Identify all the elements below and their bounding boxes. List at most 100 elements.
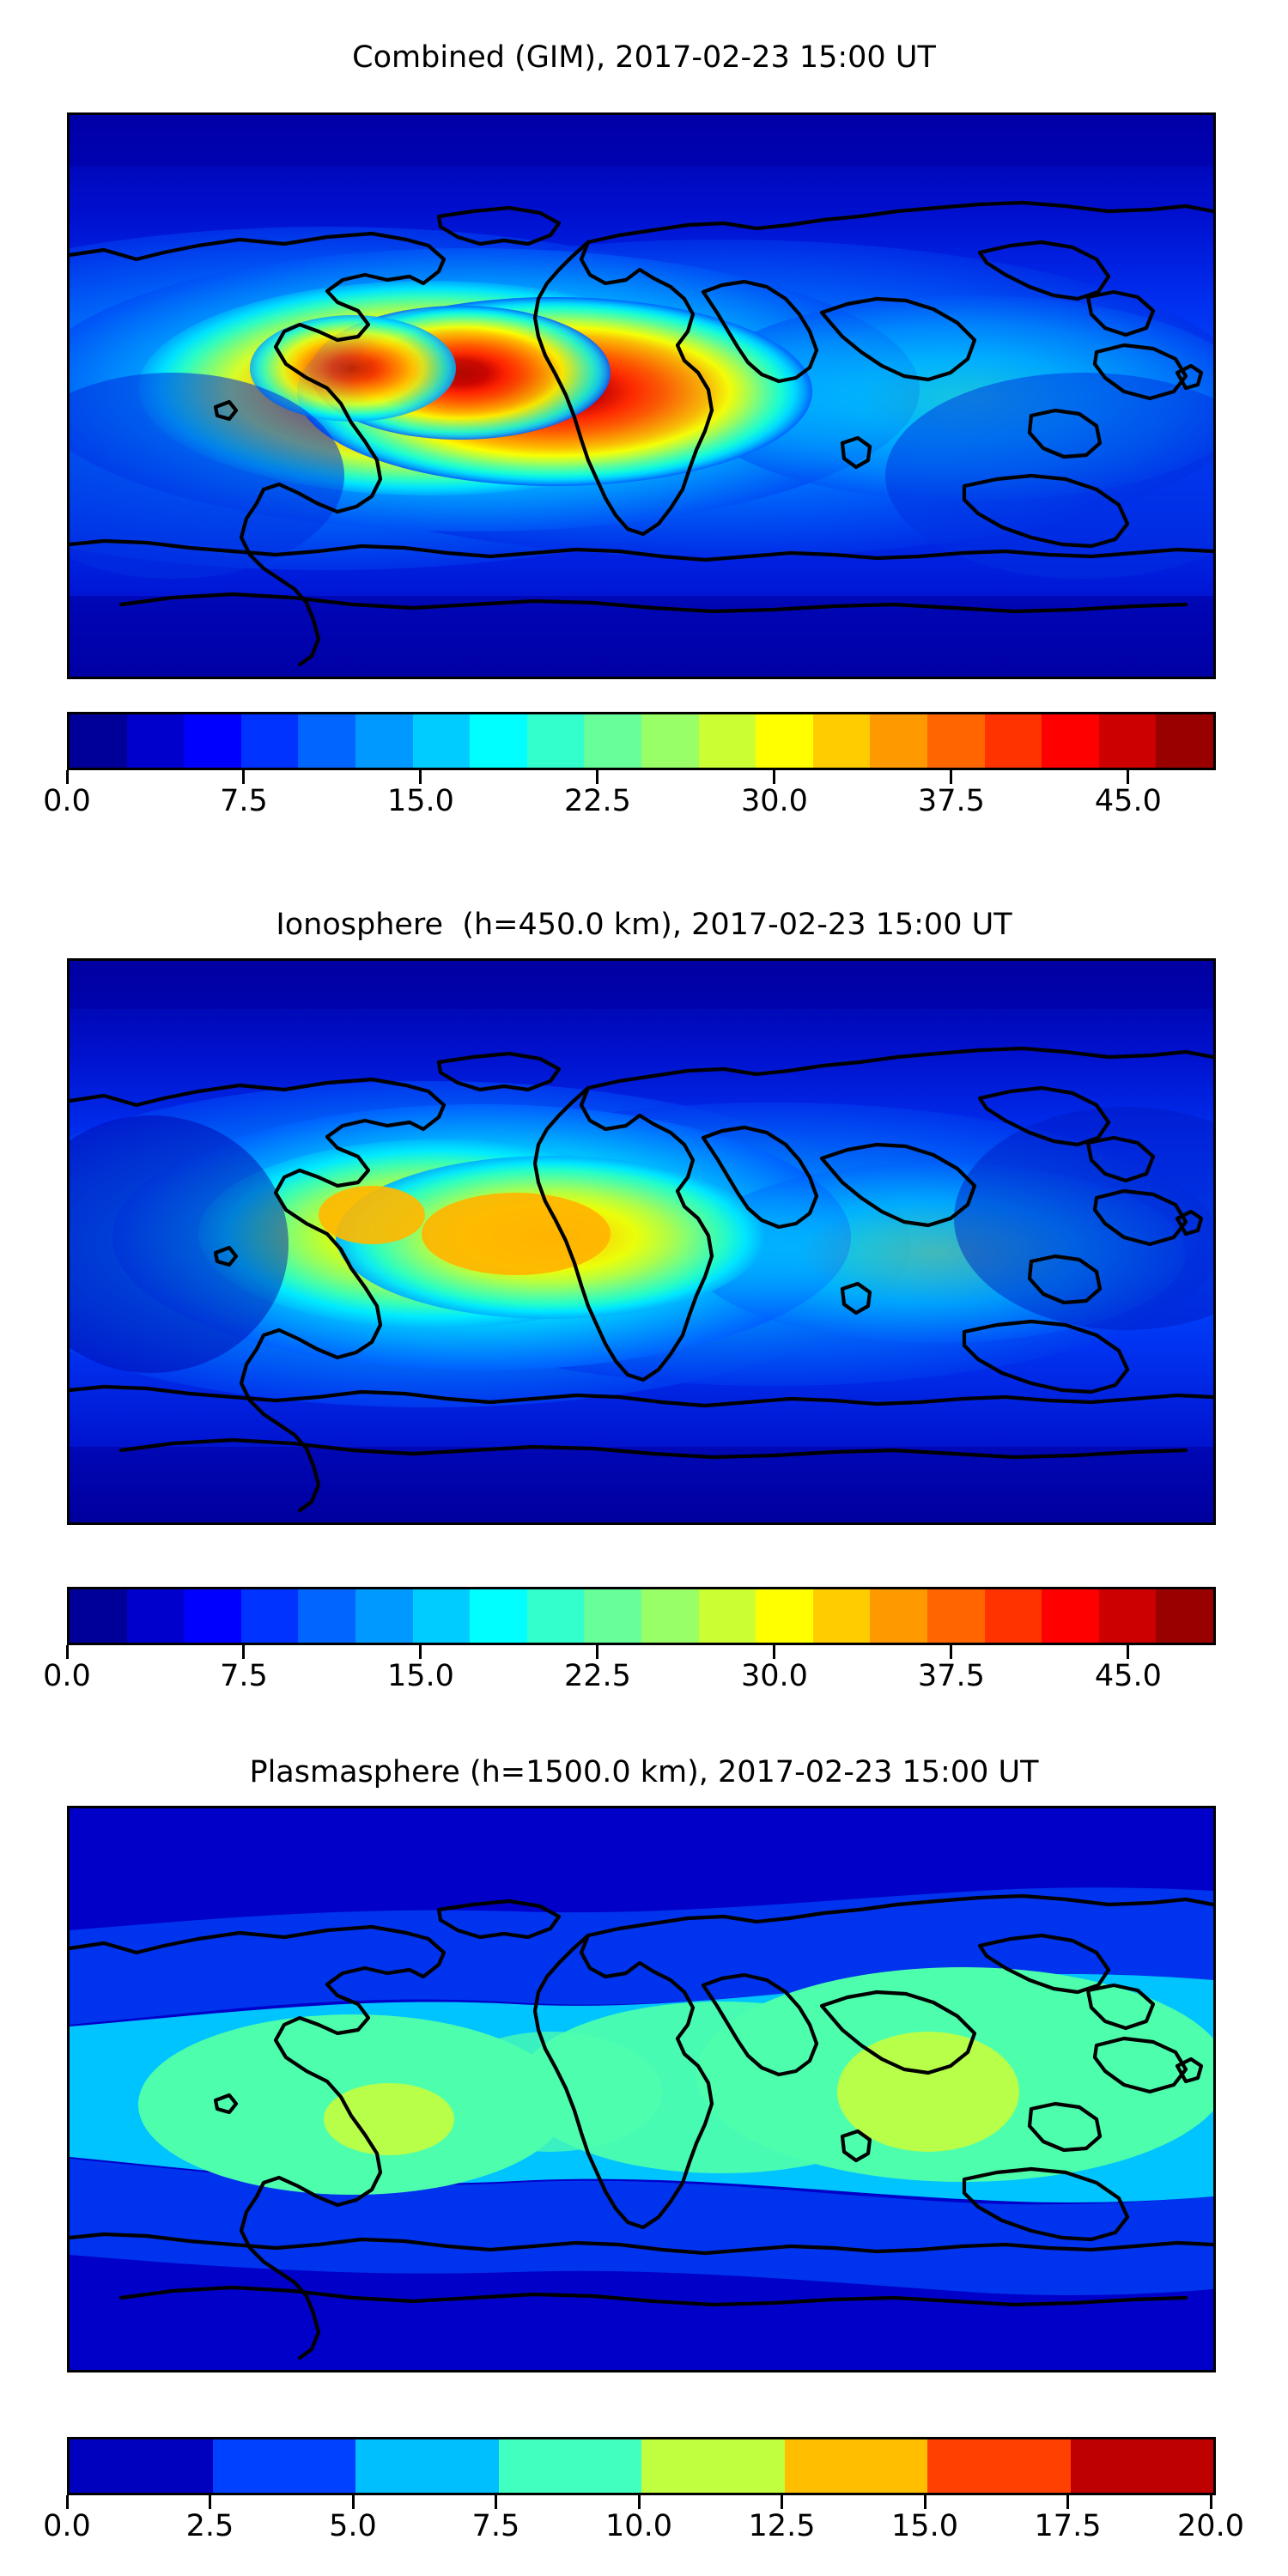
colorbar-tick xyxy=(419,770,422,784)
colorbar-segment xyxy=(1098,714,1157,768)
colorbar-segment xyxy=(1156,1589,1213,1643)
colorbar-segment xyxy=(641,1589,699,1643)
colorbar-tick-label: 15.0 xyxy=(891,2509,958,2543)
colorbar-tick xyxy=(65,770,69,784)
colorbar-tick xyxy=(950,1645,953,1659)
colorbar-tick xyxy=(419,1645,422,1659)
colorbar-segment xyxy=(870,1589,927,1643)
map-combined-gim xyxy=(67,112,1216,679)
colorbar-segment xyxy=(470,1589,527,1643)
colorbar-tick-label: 7.5 xyxy=(220,1659,268,1693)
colorbar-tick xyxy=(923,2495,927,2509)
colorbar-segment xyxy=(927,2439,1071,2493)
colorbar-tick xyxy=(209,2495,211,2509)
colorbar-segment xyxy=(298,1589,355,1643)
colorbar-segment xyxy=(870,714,927,768)
colorbar-tick xyxy=(495,2495,497,2509)
colorbar-tick-label: 15.0 xyxy=(386,1659,454,1693)
colorbar-segment xyxy=(756,1589,813,1643)
colorbar-ticks-plasmasphere xyxy=(64,2495,1213,2509)
colorbar-labels-plasmasphere: 0.0 2.5 5.0 7.5 10.0 12.5 15.0 17.5 20.0 xyxy=(43,2509,1244,2550)
colorbar-tick-label: 17.5 xyxy=(1034,2509,1102,2543)
map-svg-plasmasphere xyxy=(70,1808,1213,2370)
colorbar-strip-combined-gim xyxy=(67,712,1216,770)
colorbar-segment xyxy=(184,714,241,768)
colorbar-segment xyxy=(1042,1589,1099,1643)
colorbar-segment xyxy=(355,714,413,768)
colorbar-segment xyxy=(412,714,471,768)
colorbar-tick xyxy=(773,770,776,784)
colorbar-tick xyxy=(242,1645,246,1659)
colorbar-tick-label: 0.0 xyxy=(43,1659,91,1693)
colorbar-segment xyxy=(812,714,871,768)
colorbar-tick-label: 0.0 xyxy=(43,784,91,818)
colorbar-tick-label: 7.5 xyxy=(471,2509,520,2543)
colorbar-segment xyxy=(756,714,813,768)
colorbar-segment xyxy=(1042,714,1099,768)
colorbar-tick-label: 5.0 xyxy=(329,2509,377,2543)
colorbar-tick-label: 20.0 xyxy=(1177,2509,1244,2543)
colorbar-tick xyxy=(781,2495,783,2509)
colorbar-tick-label: 30.0 xyxy=(740,784,808,818)
colorbar-tick xyxy=(1209,2495,1212,2509)
colorbar-segment xyxy=(184,1589,241,1643)
colorbar-tick xyxy=(1127,770,1130,784)
colorbar-segment xyxy=(240,714,299,768)
colorbar-segment xyxy=(240,1589,299,1643)
colorbar-tick-label: 2.5 xyxy=(185,2509,234,2543)
colorbar-tick-label: 10.0 xyxy=(605,2509,672,2543)
colorbar-tick-label: 45.0 xyxy=(1094,784,1162,818)
colorbar-tick-label: 12.5 xyxy=(748,2509,816,2543)
colorbar-tick xyxy=(65,1645,69,1659)
colorbar-segment xyxy=(412,1589,471,1643)
colorbar-segment xyxy=(70,1589,127,1643)
colorbar-segment xyxy=(641,714,699,768)
panel-combined-gim: Combined (GIM), 2017-02-23 15:00 UT xyxy=(0,0,1288,859)
colorbar-tick xyxy=(351,2495,355,2509)
panel-title-combined-gim: Combined (GIM), 2017-02-23 15:00 UT xyxy=(352,40,936,75)
colorbar-segment xyxy=(355,1589,413,1643)
map-ionosphere xyxy=(67,958,1216,1525)
colorbar-segment xyxy=(584,1589,641,1643)
colorbar-tick-label: 37.5 xyxy=(917,784,985,818)
colorbar-segment xyxy=(126,1589,185,1643)
colorbar-segment xyxy=(927,714,985,768)
colorbar-segment xyxy=(641,2439,785,2493)
colorbar-tick xyxy=(1127,1645,1130,1659)
colorbar-plasmasphere: 0.0 2.5 5.0 7.5 10.0 12.5 15.0 17.5 20.0 xyxy=(43,2437,1244,2550)
colorbar-segment xyxy=(70,2439,213,2493)
map-svg-combined-gim xyxy=(70,115,1213,677)
colorbar-strip-ionosphere xyxy=(67,1587,1216,1645)
map-plasmasphere xyxy=(67,1806,1216,2372)
colorbar-segment xyxy=(126,714,185,768)
colorbar-segment xyxy=(70,714,127,768)
colorbar-tick-label: 45.0 xyxy=(1094,1659,1162,1693)
colorbar-segment xyxy=(1070,2439,1213,2493)
colorbar-tick-label: 22.5 xyxy=(563,784,631,818)
colorbar-tick xyxy=(65,2495,69,2509)
colorbar-segment xyxy=(1156,714,1213,768)
colorbar-tick xyxy=(773,1645,776,1659)
colorbar-labels-ionosphere: 0.0 7.5 15.0 22.5 30.0 37.5 45.0 xyxy=(43,1659,1213,1700)
colorbar-tick xyxy=(596,770,599,784)
panel-ionosphere: Ionosphere (h=450.0 km), 2017-02-23 15:0… xyxy=(0,859,1288,1717)
colorbar-tick xyxy=(242,770,246,784)
colorbar-segment xyxy=(470,714,527,768)
colorbar-segment xyxy=(584,714,641,768)
panel-plasmasphere: Plasmasphere (h=1500.0 km), 2017-02-23 1… xyxy=(0,1717,1288,2576)
colorbar-segment xyxy=(1098,1589,1157,1643)
colorbar-tick xyxy=(637,2495,641,2509)
colorbar-segment xyxy=(355,2439,499,2493)
colorbar-combined-gim: 0.0 7.5 15.0 22.5 30.0 37.5 45.0 xyxy=(43,712,1216,825)
map-svg-ionosphere xyxy=(70,961,1213,1522)
colorbar-segment xyxy=(498,2439,641,2493)
colorbar-strip-plasmasphere xyxy=(67,2437,1216,2495)
colorbar-tick-label: 15.0 xyxy=(386,784,454,818)
colorbar-segment xyxy=(298,714,355,768)
colorbar-tick-label: 0.0 xyxy=(43,2509,91,2543)
colorbar-segment xyxy=(784,2439,927,2493)
colorbar-tick-label: 30.0 xyxy=(740,1659,808,1693)
colorbar-tick-label: 7.5 xyxy=(220,784,268,818)
colorbar-ticks-ionosphere xyxy=(64,1645,1213,1659)
